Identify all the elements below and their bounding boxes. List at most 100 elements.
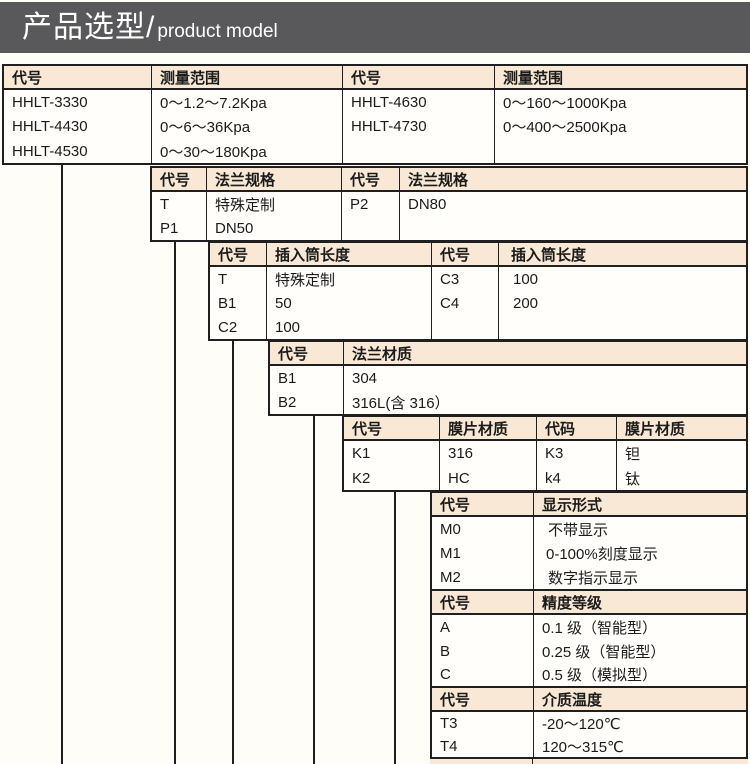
- header-cell: 法兰规格: [207, 168, 342, 190]
- table-row: M0 不带显示: [432, 517, 746, 541]
- code-cell: A: [432, 615, 534, 639]
- value-cell: [499, 315, 746, 339]
- value-cell: 100: [267, 315, 432, 339]
- code-cell: T4: [432, 734, 534, 757]
- connector-line-range-code: [61, 163, 63, 764]
- header-cell: 代号: [210, 243, 267, 265]
- divider: [532, 759, 533, 764]
- table-header-row: 代号 显示形式: [432, 493, 746, 517]
- accuracy-class-table: 代号 精度等级 A 0.1 级（智能型） B 0.25 级（智能型） C 0.5…: [430, 589, 748, 688]
- code-cell: T3: [432, 712, 534, 735]
- table-header-row: 代号 插入筒长度 代号 插入筒长度: [210, 243, 746, 267]
- header-cell: 精度等级: [542, 595, 603, 612]
- value-cell: [495, 139, 746, 163]
- connector-line-diaphragm-code: [394, 490, 396, 764]
- value-cell: 钛: [625, 470, 641, 488]
- page-title-bar: 产品选型/ product model: [0, 2, 750, 53]
- next-table-partial-header: [430, 759, 748, 764]
- value-cell: 特殊定制: [267, 267, 432, 291]
- code-cell: B1: [270, 366, 344, 390]
- value-cell: 304: [352, 370, 378, 387]
- table-row: A 0.1 级（智能型）: [432, 615, 746, 639]
- header-cell: 代号: [343, 66, 495, 88]
- header-cell: 法兰规格: [408, 172, 469, 189]
- table-row: T3 -20～120℃: [432, 712, 746, 735]
- header-cell: 介质温度: [542, 692, 603, 709]
- page-title-en: product model: [157, 21, 278, 42]
- code-cell: M2: [432, 565, 534, 589]
- code-cell: C4: [432, 291, 499, 315]
- code-cell: HHLT-4730: [343, 114, 495, 139]
- table-header-row: 代号 介质温度: [432, 688, 746, 712]
- code-cell: k4: [537, 465, 617, 490]
- header-cell: 代号: [342, 168, 400, 190]
- header-cell: 膜片材质: [625, 421, 686, 438]
- value-cell: 0.5 级（模拟型）: [542, 667, 658, 685]
- table-header-row: 代号 法兰材质: [270, 342, 746, 366]
- code-cell: P2: [342, 192, 400, 216]
- value-cell: 0～1.2～7.2Kpa: [152, 90, 343, 115]
- value-cell: 0.25 级（智能型）: [542, 643, 666, 661]
- value-cell: 0.1 级（智能型）: [542, 619, 658, 637]
- value-cell: 50: [267, 291, 432, 315]
- code-cell: HHLT-4530: [4, 138, 152, 163]
- value-cell: 100: [513, 271, 539, 288]
- value-cell: 0～30～180Kpa: [152, 138, 343, 163]
- code-cell: B1: [210, 291, 267, 315]
- table-header-row: 代号 膜片材质 代码 膜片材质: [344, 417, 746, 441]
- display-form-table: 代号 显示形式 M0 不带显示 M1 0-100%刻度显示 M2 数字指示显示: [430, 491, 748, 591]
- value-cell: 0-100%刻度显示: [546, 546, 658, 563]
- value-cell: 数字指示显示: [548, 570, 639, 587]
- value-cell: 0～6～36Kpa: [152, 114, 343, 139]
- code-cell: [342, 216, 400, 240]
- table-header-row: 代号 法兰规格 代号 法兰规格: [152, 168, 746, 192]
- header-cell: 代号: [270, 342, 344, 364]
- header-cell: 插入筒长度: [511, 247, 587, 264]
- value-cell: DN50: [207, 216, 342, 240]
- table-row: C 0.5 级（模拟型）: [432, 662, 746, 687]
- code-cell: [432, 315, 499, 339]
- code-cell: C3: [432, 267, 499, 291]
- table-row: HHLT-3330 0～1.2～7.2Kpa HHLT-4630 0～160～1…: [4, 90, 746, 115]
- table-row: T4 120～315℃: [432, 734, 746, 757]
- code-cell: M0: [432, 517, 534, 541]
- table-row: P1 DN50: [152, 216, 746, 240]
- code-cell: M1: [432, 541, 534, 565]
- table-row: C2 100: [210, 315, 746, 339]
- value-cell: 0～400～2500Kpa: [503, 119, 627, 137]
- table-row: HHLT-4530 0～30～180Kpa: [4, 138, 746, 163]
- page-title-zh: 产品选型/: [22, 11, 156, 44]
- header-cell: 代号: [4, 66, 152, 88]
- code-cell: K2: [344, 465, 440, 490]
- flange-material-table: 代号 法兰材质 B1 304 B2 316L(含 316）: [268, 340, 748, 416]
- header-cell: 插入筒长度: [267, 243, 432, 265]
- table-row: B1 304: [270, 366, 746, 390]
- connector-line-insertion-length-code: [232, 339, 234, 764]
- code-cell: HHLT-4630: [343, 90, 495, 115]
- value-cell: DN80: [408, 196, 447, 213]
- code-cell: HHLT-4430: [4, 114, 152, 139]
- header-cell: 显示形式: [542, 497, 603, 514]
- table-row: M2 数字指示显示: [432, 565, 746, 589]
- value-cell: 特殊定制: [207, 192, 342, 216]
- code-cell: C2: [210, 315, 267, 339]
- code-cell: K3: [537, 441, 617, 466]
- header-cell: 代号: [152, 168, 207, 190]
- value-cell: 不带显示: [548, 522, 609, 539]
- table-row: HHLT-4430 0～6～36Kpa HHLT-4730 0～400～2500…: [4, 114, 746, 139]
- medium-temperature-table: 代号 介质温度 T3 -20～120℃ T4 120～315℃: [430, 686, 748, 759]
- value-cell: HC: [440, 465, 537, 490]
- value-cell: 120～315℃: [542, 738, 624, 756]
- code-cell: HHLT-3330: [4, 90, 152, 115]
- code-cell: K1: [344, 441, 440, 466]
- table-row: K1 316 K3 钽: [344, 441, 746, 466]
- value-cell: 200: [513, 295, 539, 312]
- table-header-row: 代号 精度等级: [432, 591, 746, 615]
- insertion-tube-length-table: 代号 插入筒长度 代号 插入筒长度 T 特殊定制 C3 100 B1 50 C4…: [208, 241, 748, 341]
- connector-line-flange-spec-code: [174, 240, 176, 764]
- header-cell: 代号: [432, 591, 534, 613]
- header-cell: 代号: [432, 493, 534, 515]
- code-cell: B2: [270, 390, 344, 414]
- value-cell: 316L(含 316）: [352, 395, 450, 412]
